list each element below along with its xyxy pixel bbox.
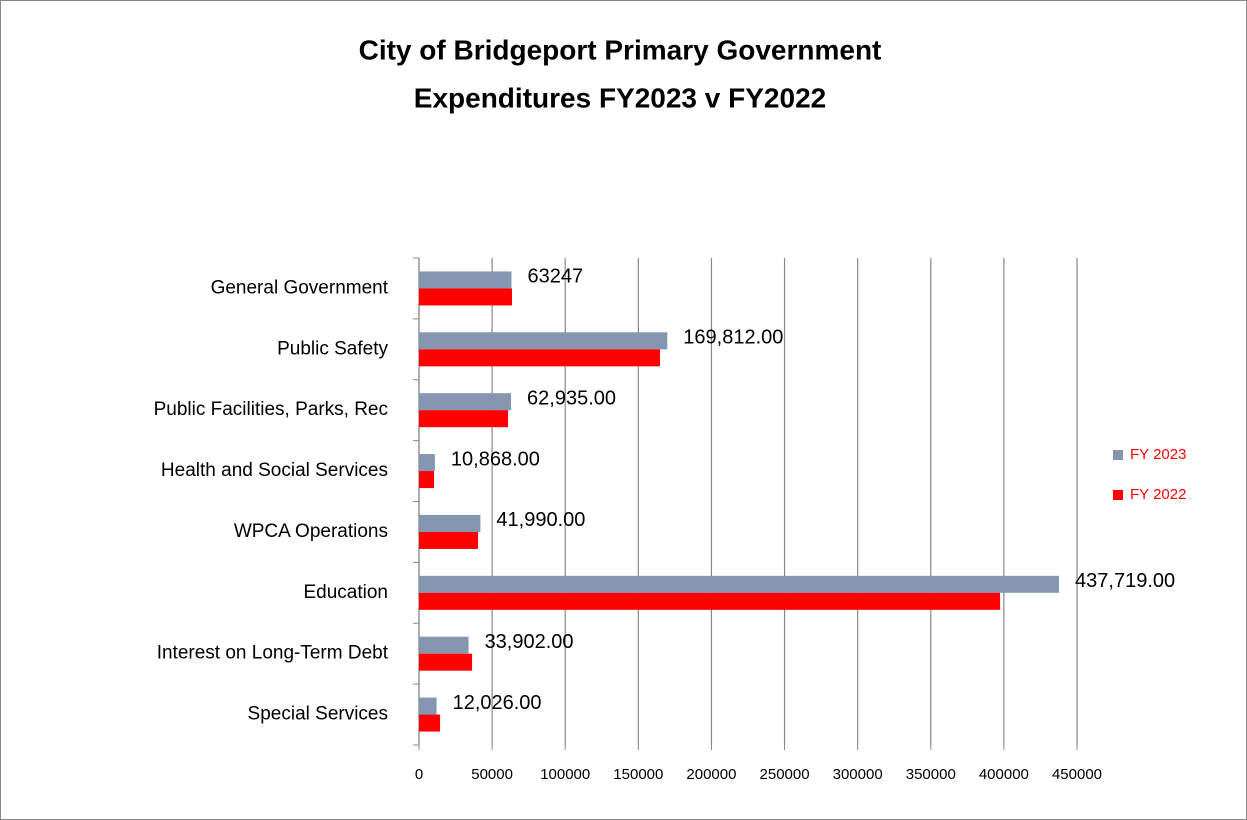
legend-label: FY 2023 [1130, 446, 1186, 463]
y-tick-label: Interest on Long-Term Debt [157, 643, 389, 664]
y-tick-label: Education [303, 582, 388, 603]
bar [419, 471, 435, 489]
bar [419, 653, 473, 671]
data-label: 169,812.00 [683, 327, 783, 349]
x-tick-label: 200000 [686, 766, 736, 783]
bar [419, 288, 512, 306]
data-label: 63247 [527, 266, 583, 288]
bar [419, 592, 1001, 610]
x-tick-label: 150000 [613, 766, 663, 783]
bar [419, 697, 437, 715]
data-label: 41,990.00 [496, 509, 585, 531]
bar [419, 332, 668, 350]
bar [419, 454, 435, 472]
legend-swatch [1113, 490, 1123, 500]
data-label: 62,935.00 [527, 387, 616, 409]
x-tick-label: 400000 [979, 766, 1029, 783]
y-tick-label: Special Services [248, 704, 388, 725]
y-tick-label: Public Facilities, Parks, Rec [154, 399, 388, 420]
bar [419, 393, 512, 411]
x-tick-label: 0 [415, 766, 423, 783]
chart-title: City of Bridgeport Primary Government [359, 34, 882, 65]
bar [419, 714, 441, 732]
data-label: 10,868.00 [451, 448, 540, 470]
bar [419, 514, 481, 532]
legend-label: FY 2022 [1130, 486, 1186, 503]
bar [419, 349, 660, 367]
bar [419, 575, 1060, 593]
y-tick-label: WPCA Operations [234, 521, 388, 542]
data-label: 33,902.00 [485, 631, 574, 653]
x-tick-label: 300000 [833, 766, 883, 783]
x-tick-label: 100000 [540, 766, 590, 783]
x-tick-label: 450000 [1052, 766, 1102, 783]
x-tick-label: 50000 [471, 766, 513, 783]
bar [419, 410, 509, 428]
x-tick-label: 250000 [760, 766, 810, 783]
bar [419, 531, 479, 549]
data-label: 437,719.00 [1075, 570, 1175, 592]
bar [419, 271, 512, 289]
data-label: 12,026.00 [453, 692, 542, 714]
bar [419, 636, 469, 654]
legend-swatch [1113, 450, 1123, 460]
chart-title: Expenditures FY2023 v FY2022 [414, 82, 826, 113]
y-tick-label: General Government [211, 277, 389, 298]
x-tick-label: 350000 [906, 766, 956, 783]
y-tick-label: Health and Social Services [161, 460, 388, 481]
y-tick-label: Public Safety [277, 338, 388, 359]
